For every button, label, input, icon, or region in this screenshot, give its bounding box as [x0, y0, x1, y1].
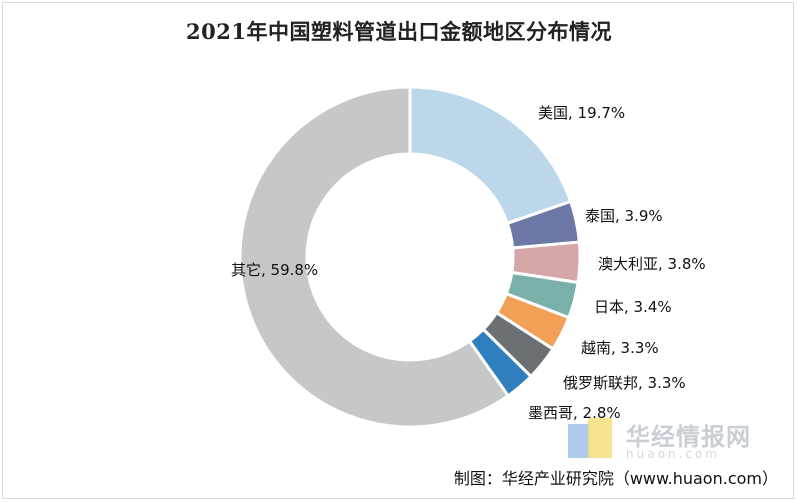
slice-label-2: 泰国, 3.9%: [585, 207, 663, 225]
watermark-url: huaon.com: [626, 447, 720, 461]
watermark-name: 华经情报网: [626, 423, 751, 451]
slice-label-4: 日本, 3.4%: [594, 298, 672, 316]
slice-label-6: 俄罗斯联邦, 3.3%: [563, 374, 686, 392]
chart-title: 2021年中国塑料管道出口金额地区分布情况: [186, 19, 612, 44]
slice-label-1: 美国, 19.7%: [538, 104, 625, 122]
source-note: 制图：华经产业研究院（www.huaon.com）: [453, 469, 778, 488]
slice-label-8: 其它, 59.8%: [231, 261, 318, 279]
huajing-logo-icon: [568, 418, 618, 460]
slice-label-7: 墨西哥, 2.8%: [528, 404, 621, 422]
slice-label-5: 越南, 3.3%: [581, 339, 659, 357]
slice-8: [238, 85, 511, 429]
slice-label-3: 澳大利亚, 3.8%: [598, 255, 706, 273]
